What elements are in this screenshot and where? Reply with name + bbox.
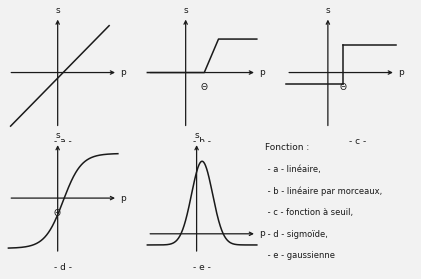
Text: - d - sigmoïde,: - d - sigmoïde, <box>265 230 328 239</box>
Text: p: p <box>120 194 126 203</box>
Text: - c - fonction à seuil,: - c - fonction à seuil, <box>265 208 353 217</box>
Text: - a -: - a - <box>54 137 72 146</box>
Text: p: p <box>398 68 404 77</box>
Text: p: p <box>259 229 265 238</box>
Text: - b -: - b - <box>193 137 211 146</box>
Text: - a - linéaire,: - a - linéaire, <box>265 165 321 174</box>
Text: $\Theta$: $\Theta$ <box>339 81 347 92</box>
Text: s: s <box>195 131 199 140</box>
Text: Fonction :: Fonction : <box>265 143 309 152</box>
Text: - e - gaussienne: - e - gaussienne <box>265 251 335 260</box>
Text: s: s <box>325 6 330 15</box>
Text: p: p <box>259 68 265 77</box>
Text: - b - linéaire par morceaux,: - b - linéaire par morceaux, <box>265 186 383 196</box>
Text: - e -: - e - <box>193 263 211 271</box>
Text: - d -: - d - <box>54 263 72 271</box>
Text: p: p <box>120 68 126 77</box>
Text: - c -: - c - <box>349 137 366 146</box>
Text: s: s <box>56 131 60 140</box>
Text: $\Theta$: $\Theta$ <box>200 81 208 92</box>
Text: s: s <box>184 6 188 15</box>
Text: $\Theta$: $\Theta$ <box>53 207 62 218</box>
Text: s: s <box>56 6 60 15</box>
